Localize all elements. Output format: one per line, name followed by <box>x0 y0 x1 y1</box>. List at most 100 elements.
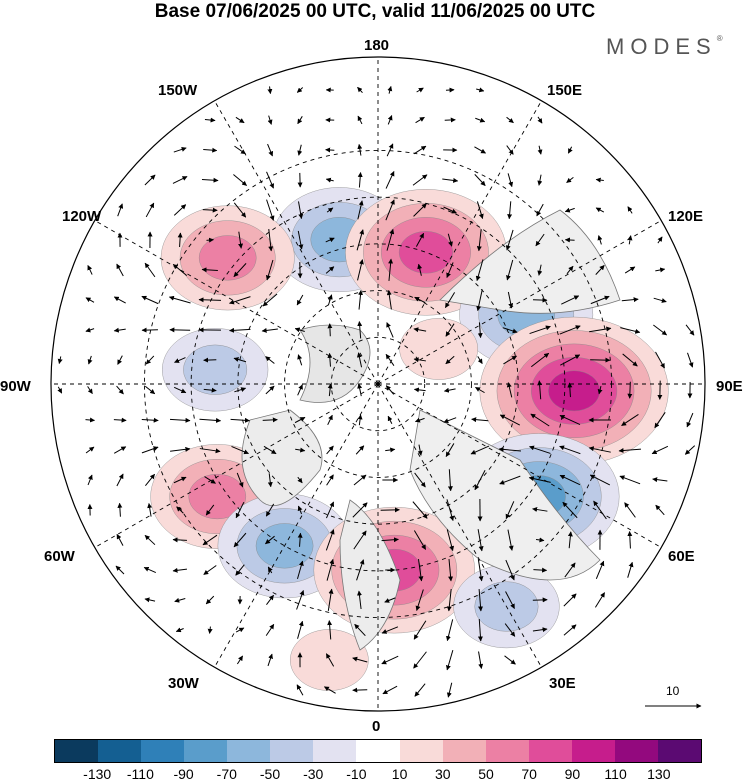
wind-arrow <box>476 87 485 93</box>
wind-arrow <box>141 295 159 305</box>
wind-arrow <box>594 592 606 608</box>
wind-arrow <box>296 294 304 306</box>
wind-arrow <box>537 145 543 155</box>
wind-arrow <box>267 115 273 125</box>
wind-arrow <box>113 417 127 423</box>
wind-arrow <box>385 385 395 395</box>
wind-arrow <box>202 207 218 213</box>
colorbar-swatch <box>313 740 357 762</box>
wind-arrow <box>267 653 273 667</box>
wind-arrow <box>506 116 514 124</box>
wind-arrow <box>506 382 513 398</box>
wind-arrow <box>172 567 188 573</box>
wind-arrow <box>413 387 426 393</box>
wind-arrow <box>85 327 95 333</box>
wind-arrow <box>357 172 363 188</box>
wind-arrow <box>386 228 395 251</box>
wind-arrow <box>262 417 278 423</box>
label-30w: 30W <box>168 675 199 692</box>
wind-arrow <box>627 235 633 245</box>
wind-arrow <box>475 117 486 123</box>
wind-arrow <box>174 357 186 363</box>
meridian-line <box>214 383 379 668</box>
coastlines <box>241 209 621 651</box>
wind-arrow <box>447 233 453 247</box>
wind-arrow <box>267 473 273 488</box>
colorbar-swatch <box>399 740 443 762</box>
wind-arrow <box>143 566 157 574</box>
wind-arrow <box>627 206 633 214</box>
wind-arrow <box>413 651 427 669</box>
wind-arrow <box>559 474 581 486</box>
wind-arrow <box>352 656 368 663</box>
wind-arrow <box>593 500 607 520</box>
wind-arrow <box>147 502 153 517</box>
colorbar-tick-label: -90 <box>173 766 194 782</box>
wind-arrow <box>657 236 663 244</box>
wind-arrow <box>477 529 484 552</box>
colorbar-swatch <box>227 740 271 762</box>
wind-arrow <box>499 414 521 426</box>
wind-arrow <box>207 626 213 634</box>
wind-arrow <box>446 529 455 552</box>
wind-arrow <box>533 567 548 573</box>
wind-arrow <box>145 355 155 365</box>
meridian-line <box>377 220 662 385</box>
wind-arrow <box>381 626 399 634</box>
wind-arrow <box>562 501 578 519</box>
colorbar-swatch <box>528 740 572 762</box>
wind-arrow <box>505 559 515 581</box>
wind-arrow <box>198 297 222 303</box>
wind-arrow <box>446 682 453 698</box>
wind-arrow <box>445 87 455 93</box>
wind-arrow <box>686 412 694 428</box>
colorbar-tick-label: -10 <box>346 766 367 782</box>
colorbar-tick-label: -70 <box>216 766 237 782</box>
positive-anomaly <box>345 189 507 316</box>
map-boundary <box>50 56 706 712</box>
colorbar-tick-label: 30 <box>435 766 451 782</box>
wind-arrow <box>684 445 696 455</box>
wind-arrow <box>297 620 304 639</box>
colorbar-swatch <box>485 740 529 762</box>
wind-arrow <box>385 353 395 366</box>
wind-arrow <box>267 566 273 574</box>
wind-arrow <box>205 504 215 516</box>
wind-arrow <box>326 474 334 486</box>
wind-arrow <box>590 295 610 305</box>
meridian-line <box>94 383 379 548</box>
wind-arrow <box>655 267 666 273</box>
wind-arrow <box>173 386 187 394</box>
wind-arrow <box>444 292 456 309</box>
wind-arrow <box>202 534 218 546</box>
wind-arrow <box>474 146 486 154</box>
wind-arrow <box>474 174 486 186</box>
wind-arrow <box>446 262 454 278</box>
wind-arrow <box>588 446 611 453</box>
wind-arrow <box>619 475 641 485</box>
wind-arrow <box>386 143 394 157</box>
wind-arrow <box>387 115 393 125</box>
wind-arrow <box>325 653 335 667</box>
positive-anomaly <box>479 316 669 465</box>
wind-arrow <box>567 146 573 154</box>
wind-arrow <box>505 501 515 520</box>
wind-arrow <box>236 655 244 665</box>
wind-arrow <box>266 199 275 221</box>
wind-arrow <box>358 289 364 310</box>
wind-arrow <box>443 206 457 214</box>
wind-arrow <box>117 203 124 217</box>
wind-arrow <box>265 259 274 281</box>
wind-arrow <box>537 380 543 400</box>
wind-arrow <box>595 560 605 579</box>
wind-arrow <box>478 588 484 612</box>
map-title: Base 07/06/2025 00 UTC, valid 11/06/2025… <box>154 1 596 22</box>
wind-arrow <box>233 174 247 186</box>
wind-arrow <box>267 143 274 157</box>
wind-arrow <box>297 201 304 220</box>
wind-arrow <box>654 412 666 429</box>
wind-arrow <box>57 356 63 365</box>
wind-arrow <box>532 627 548 633</box>
wind-arrow <box>529 445 551 454</box>
wind-arrow <box>413 145 427 155</box>
